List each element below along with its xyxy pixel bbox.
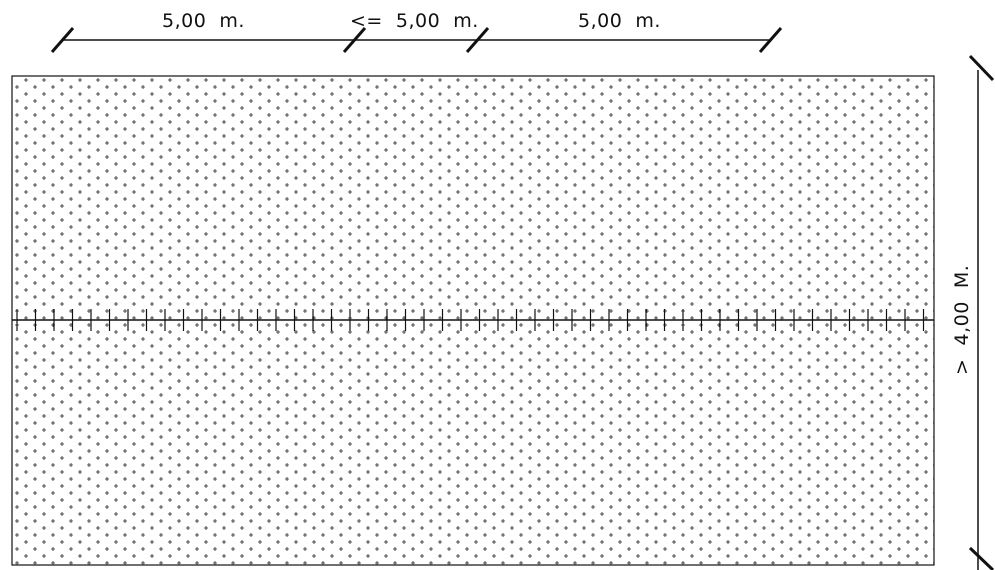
dimension-tick: [342, 27, 367, 53]
top-right-dimension-label: 5,00 m.: [578, 10, 661, 32]
top-left-dimension-label: 5,00 m.: [162, 10, 245, 32]
dimension-tick: [758, 27, 783, 53]
dimension-tick: [50, 27, 75, 53]
dimension-tick: [968, 546, 995, 570]
dimension-tick: [968, 54, 995, 82]
top-dimension-line: [50, 27, 783, 53]
right-dimension-line: [968, 54, 995, 570]
right-dimension-label: > 4,00 M.: [951, 265, 973, 375]
joint-line: [12, 309, 934, 331]
joint-ticks: [16, 309, 925, 331]
dimension-tick: [465, 27, 490, 53]
top-middle-dimension-label: <= 5,00 m.: [350, 10, 479, 32]
